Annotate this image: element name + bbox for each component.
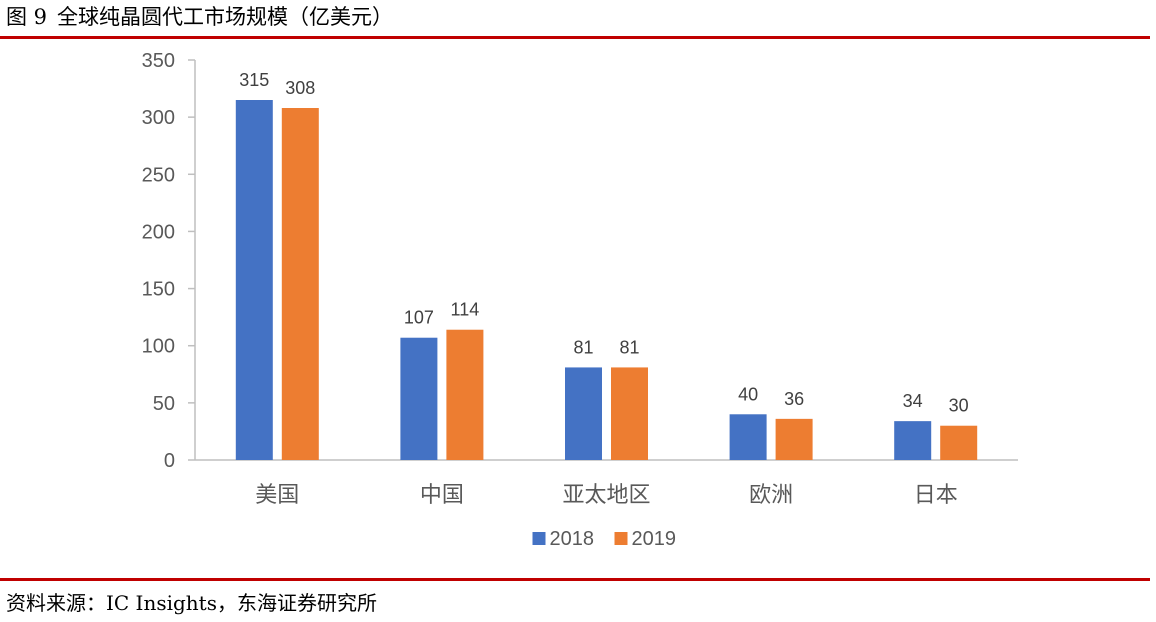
data-label: 107 — [404, 308, 434, 328]
y-tick-label: 250 — [142, 164, 175, 186]
bar-2019 — [446, 329, 484, 460]
legend-label: 2019 — [632, 528, 677, 550]
y-tick-label: 350 — [142, 50, 175, 72]
x-category-label: 日本 — [914, 483, 958, 508]
y-tick-label: 100 — [142, 336, 175, 358]
bar-2019 — [281, 108, 319, 460]
data-label: 34 — [903, 391, 923, 411]
data-label: 81 — [619, 337, 639, 357]
bar-2018 — [565, 367, 602, 460]
y-tick-label: 200 — [142, 221, 175, 243]
y-tick-label: 50 — [153, 393, 175, 415]
bar-2019 — [775, 418, 813, 460]
legend-swatch-2019 — [614, 532, 628, 545]
data-label: 40 — [738, 384, 758, 404]
data-label: 315 — [239, 70, 269, 90]
x-category-label: 亚太地区 — [562, 483, 650, 508]
data-label: 114 — [451, 300, 480, 320]
legend-label: 2018 — [550, 528, 595, 550]
x-category-label: 欧洲 — [749, 483, 793, 508]
bar-2018 — [729, 414, 767, 460]
source-label: 资料来源： — [6, 591, 106, 615]
y-tick-label: 0 — [164, 450, 175, 472]
source-note: 资料来源：IC Insights，东海证券研究所 — [6, 588, 377, 618]
figure-title: 图 9 全球纯晶圆代工市场规模（亿美元） — [6, 2, 393, 32]
bar-2018 — [400, 337, 438, 460]
legend-swatch-2018 — [532, 532, 546, 545]
figure-label: 图 9 — [6, 5, 48, 29]
data-label: 308 — [285, 78, 315, 98]
bar-2019 — [940, 425, 978, 460]
bar-2019 — [611, 367, 648, 460]
data-label: 30 — [949, 396, 969, 416]
bar-2018 — [894, 421, 932, 460]
y-tick-label: 300 — [142, 107, 175, 129]
y-tick-label: 150 — [142, 279, 175, 301]
x-category-label: 中国 — [420, 483, 464, 508]
top-divider — [0, 36, 1150, 39]
data-label: 36 — [784, 389, 804, 409]
bottom-divider — [0, 578, 1150, 581]
bar-2018 — [235, 100, 273, 460]
data-label: 81 — [573, 337, 593, 357]
source-text: IC Insights，东海证券研究所 — [106, 591, 377, 615]
figure-title-text: 全球纯晶圆代工市场规模（亿美元） — [57, 5, 394, 29]
bar-chart: 0 50 100 150 200 250 300 350 315 308 美国 107 114 中国 81 8… — [142, 50, 1018, 550]
x-category-label: 美国 — [255, 483, 299, 508]
